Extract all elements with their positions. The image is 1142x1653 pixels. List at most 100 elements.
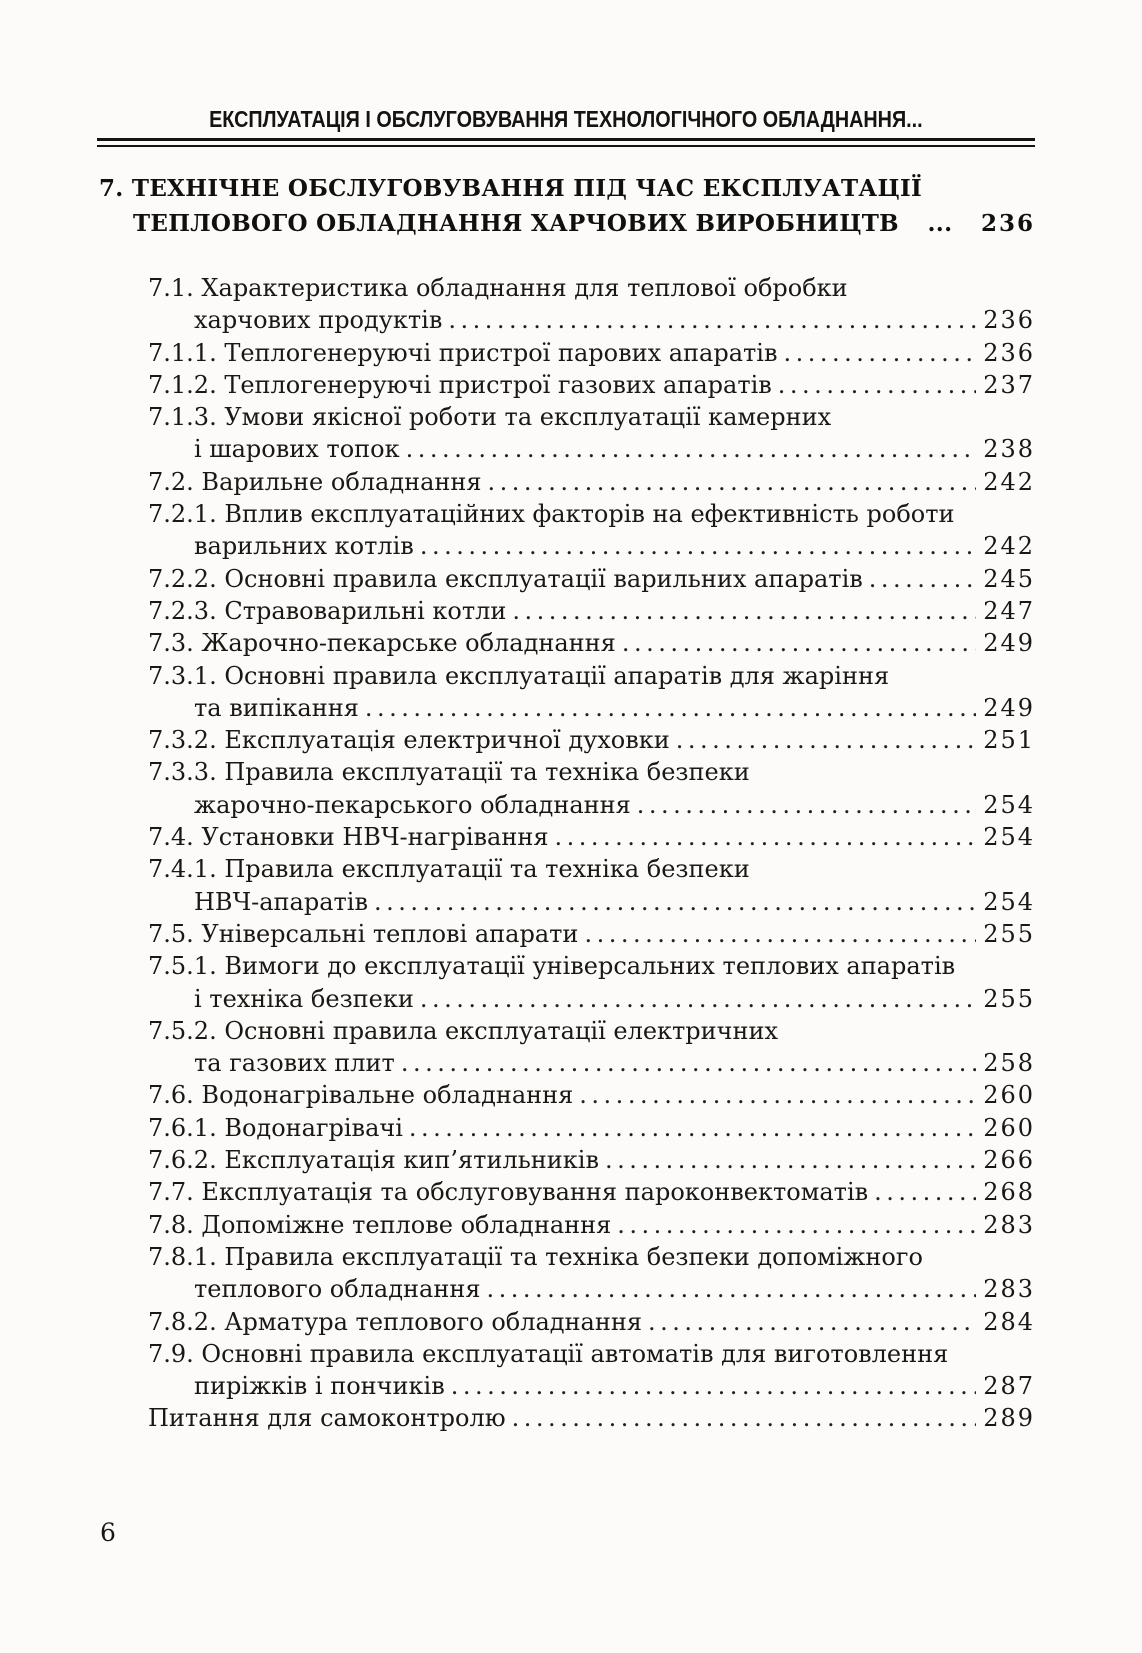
running-header-title: ЕКСПЛУАТАЦІЯ І ОБСЛУГОВУВАННЯ ТЕХНОЛОГІЧ… [209, 106, 923, 132]
toc-entry-row: 7.2.3. Стравоварильні котли.............… [148, 595, 1035, 627]
toc-entry-text: 7.2.1. Вплив експлуатаційних факторів на… [148, 500, 955, 529]
toc-entry-row: 7.7. Експлуатація та обслуговування паро… [148, 1176, 1035, 1208]
toc-page-number: 255 [983, 984, 1035, 1013]
toc-entry-row: 7.6. Водонагрівальне обладнання.........… [148, 1079, 1035, 1111]
toc-page-number: 249 [983, 693, 1035, 722]
toc-entry-text: 7.1. Характеристика обладнання для тепло… [148, 274, 848, 302]
toc-entry-row: 7.8. Допоміжне теплове обладнання.......… [148, 1209, 1035, 1241]
page-number: 6 [100, 1518, 116, 1547]
toc-page-number: 238 [983, 435, 1035, 464]
toc-entry-text: 7.6. Водонагрівальне обладнання [148, 1081, 574, 1110]
toc-entry-text: харчових продуктів [194, 306, 443, 335]
toc-entry-text: 7.4.1. Правила експлуатації та техніка б… [148, 855, 750, 884]
toc-entry: 7.1.3. Умови якісної роботи та експлуата… [148, 401, 1035, 466]
toc-entry-text: 7.6.1. Водонагрівачі [148, 1113, 403, 1142]
toc-entry-text: 7.4. Установки НВЧ-нагрівання [148, 823, 549, 852]
toc-entry-row: теплового обладнання....................… [194, 1273, 1035, 1305]
toc-entry-row: та газових плит.........................… [194, 1047, 1035, 1079]
dot-leader: ........................................… [783, 338, 977, 367]
toc-page-number: 284 [983, 1307, 1035, 1336]
toc-entry-row: 7.1. Характеристика обладнання для тепло… [148, 272, 1035, 304]
dot-leader: ........................................… [511, 1404, 977, 1433]
toc-page-number: 266 [983, 1146, 1035, 1175]
toc-entry: 7.4.1. Правила експлуатації та техніка б… [148, 853, 1035, 918]
toc-page-number: 245 [983, 564, 1035, 593]
toc-page-number: 247 [983, 596, 1035, 625]
toc-entry-text: 7.5.1. Вимоги до експлуатації універсаль… [148, 952, 956, 981]
running-header: ЕКСПЛУАТАЦІЯ І ОБСЛУГОВУВАННЯ ТЕХНОЛОГІЧ… [97, 106, 1035, 147]
toc-entry-text: та випікання [194, 693, 359, 722]
toc-page-number: 287 [983, 1372, 1035, 1401]
toc-entry: 7.2. Варильне обладнання................… [148, 466, 1035, 498]
toc-entry: 7.9. Основні правила експлуатації автома… [148, 1338, 1035, 1403]
toc-entry-text: 7.3.1. Основні правила експлуатації апар… [148, 661, 890, 690]
toc-entry-row: 7.2.1. Вплив експлуатаційних факторів на… [148, 498, 1035, 530]
toc-entry-row: 7.2. Варильне обладнання................… [148, 466, 1035, 498]
toc-entry-text: жарочно-пекарського обладнання [194, 790, 631, 819]
toc-page-number: 254 [983, 887, 1035, 916]
toc-entry-row: і шарових топок.........................… [194, 433, 1035, 465]
toc-page-number: 242 [983, 532, 1035, 561]
toc-entry-text: теплового обладнання [194, 1275, 481, 1304]
toc-entry-row: 7.1.1. Теплогенеруючі пристрої парових а… [148, 337, 1035, 369]
toc-entry-row: 7.6.2. Експлуатація кип’ятильників......… [148, 1144, 1035, 1176]
dot-leader: ........................................… [675, 726, 976, 755]
toc-entry-text: 7.6.2. Експлуатація кип’ятильників [148, 1146, 599, 1175]
toc-entry-row: 7.8.2. Арматура теплового обладнання....… [148, 1306, 1035, 1338]
toc-page-number: 255 [983, 919, 1035, 948]
toc-entry-row: 7.6.1. Водонагрівачі....................… [148, 1112, 1035, 1144]
chapter-heading-line2-text: ТЕПЛОВОГО ОБЛАДНАННЯ ХАРЧОВИХ ВИРОБНИЦТВ [133, 210, 899, 237]
toc-entry-row: 7.3.1. Основні правила експлуатації апар… [148, 660, 1035, 692]
toc-entry-text: 7.3.3. Правила експлуатації та техніка б… [148, 758, 750, 787]
dot-leader: ........................................… [579, 1081, 977, 1110]
dot-leader: ........................................… [364, 693, 977, 722]
dot-leader: ........................................… [486, 1275, 976, 1304]
toc-entry-row: 7.9. Основні правила експлуатації автома… [148, 1338, 1035, 1370]
toc-entry: 7.1. Характеристика обладнання для тепло… [148, 272, 1035, 337]
dot-leader: ........................................… [408, 1113, 977, 1142]
dot-leader: ........................................… [621, 629, 976, 658]
toc-entry-text: 7.8.2. Арматура теплового обладнання [148, 1307, 642, 1336]
toc-entry-row: 7.1.3. Умови якісної роботи та експлуата… [148, 401, 1035, 433]
toc-entry: 7.2.1. Вплив експлуатаційних факторів на… [148, 498, 1035, 563]
toc-page-number: 258 [983, 1049, 1035, 1078]
toc-entry: 7.5. Універсальні теплові апарати.......… [148, 918, 1035, 950]
toc-page-number: 236 [983, 306, 1035, 335]
toc-entry-text: і техніка безпеки [194, 984, 414, 1013]
dot-leader: ........................................… [512, 596, 976, 625]
toc-entry-row: 7.4.1. Правила експлуатації та техніка б… [148, 853, 1035, 885]
toc-entry-text: 7.3.2. Експлуатація електричної духовки [148, 726, 670, 755]
toc-entry: 7.2.3. Стравоварильні котли.............… [148, 595, 1035, 627]
dot-leader: ........................................… [400, 1049, 976, 1078]
chapter-heading-separator: ... [927, 210, 953, 237]
toc-entry-text: 7.5.2. Основні правила експлуатації елек… [148, 1016, 779, 1045]
toc-page-number: 242 [983, 467, 1035, 496]
toc-entry: 7.8.1. Правила експлуатації та техніка б… [148, 1241, 1035, 1306]
dot-leader: ........................................… [373, 887, 976, 916]
toc-entry-text: 7.3. Жарочно-пекарське обладнання [148, 629, 616, 658]
toc-entry-row: варильних котлів........................… [194, 530, 1035, 562]
dot-leader: ........................................… [448, 306, 976, 335]
toc-entry-row: 7.5.1. Вимоги до експлуатації універсаль… [148, 950, 1035, 982]
toc-entry-text: 7.2.2. Основні правила експлуатації вари… [148, 564, 863, 593]
toc-entry-row: 7.4. Установки НВЧ-нагрівання...........… [148, 821, 1035, 853]
toc-entry-text: і шарових топок [194, 435, 400, 464]
toc-entry-row: 7.2.2. Основні правила експлуатації вари… [148, 563, 1035, 595]
toc-entry-text: 7.1.2. Теплогенеруючі пристрої газових а… [148, 370, 772, 399]
toc-entry-row: НВЧ-апаратів............................… [194, 886, 1035, 918]
double-rule-divider [97, 138, 1035, 147]
toc-entry-row: харчових продуктів......................… [194, 304, 1035, 336]
toc-page-number: 283 [983, 1210, 1035, 1239]
dot-leader: ........................................… [584, 919, 977, 948]
dot-leader: ........................................… [868, 564, 976, 593]
dot-leader: ........................................… [419, 984, 976, 1013]
toc-entry-text: 7.8.1. Правила експлуатації та техніка б… [148, 1242, 923, 1271]
toc-entry-row: 7.5. Універсальні теплові апарати.......… [148, 918, 1035, 950]
toc-entry-row: 7.3.3. Правила експлуатації та техніка б… [148, 756, 1035, 788]
dot-leader: ........................................… [450, 1372, 976, 1401]
toc-entry-row: Питання для самоконтролю................… [148, 1402, 1035, 1434]
toc-page-number: 268 [983, 1178, 1035, 1207]
toc-entry-row: і техніка безпеки.......................… [194, 983, 1035, 1015]
toc-entry: 7.1.1. Теплогенеруючі пристрої парових а… [148, 337, 1035, 369]
